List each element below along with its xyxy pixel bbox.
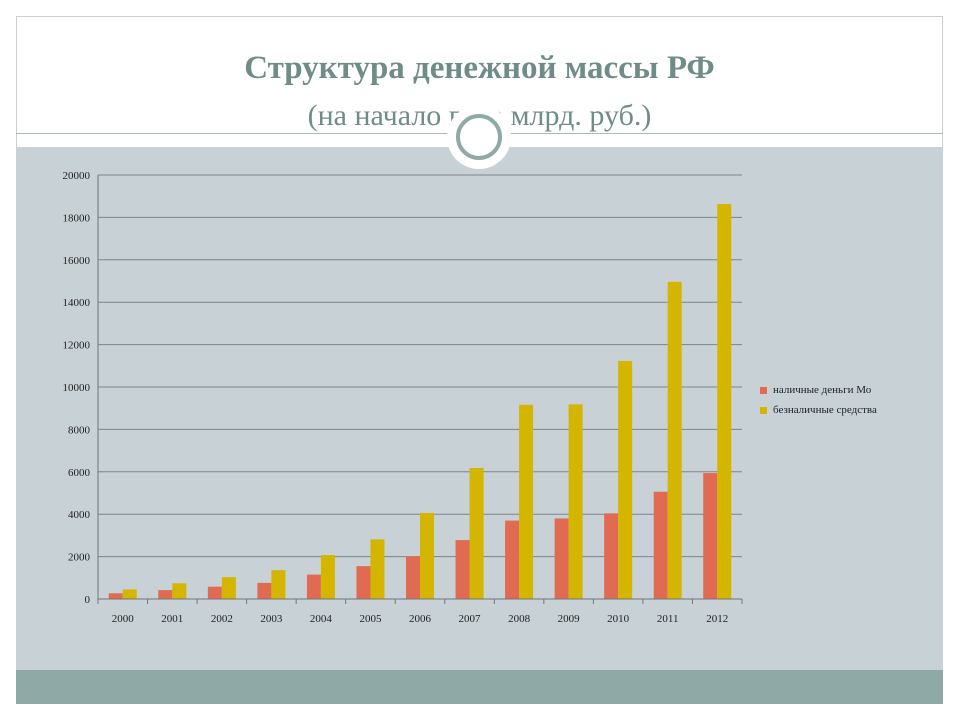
chart-grid	[98, 174, 742, 558]
y-tick-label: 4000	[68, 509, 91, 521]
legend-swatch	[760, 386, 767, 394]
legend-label: безналичные средства	[773, 404, 877, 416]
x-tick-label: 2007	[459, 613, 482, 625]
bar-noncash	[717, 204, 732, 599]
bar-noncash	[320, 555, 335, 599]
y-tick-label: 18000	[63, 212, 91, 224]
bar-noncash	[618, 360, 633, 599]
x-axis-ticks: 2000 2001 2002 2003 2004 2005 2006 2007 2008 2009…	[97, 599, 743, 625]
bar-cash	[306, 574, 321, 599]
bar-noncash	[370, 539, 385, 599]
x-tick-label: 2012	[706, 613, 728, 625]
bar-cash	[406, 556, 420, 599]
bar-noncash	[221, 577, 236, 599]
bar-noncash	[469, 467, 484, 599]
bar-noncash	[519, 404, 534, 599]
x-tick-label: 2004	[310, 613, 333, 625]
bar-cash	[207, 586, 222, 599]
bar-noncash	[172, 583, 187, 599]
bar-cash	[653, 491, 668, 599]
bar-cash	[257, 582, 272, 599]
y-tick-label: 20000	[63, 170, 91, 182]
legend-item: безналичные средства	[760, 400, 940, 420]
x-tick-label: 2010	[607, 613, 630, 625]
chart-legend: наличные деньги Мо безналичные средства	[760, 380, 940, 420]
y-tick-label: 12000	[63, 340, 91, 352]
x-tick-label: 2008	[508, 613, 531, 625]
bar-noncash	[420, 512, 434, 599]
y-axis-ticks: 0 2000 4000 6000 8000 10000 12000 14000 16000 180…	[63, 170, 91, 606]
y-tick-label: 0	[85, 594, 91, 606]
y-tick-label: 6000	[68, 467, 91, 479]
y-tick-label: 10000	[63, 382, 91, 394]
legend-swatch	[760, 406, 767, 414]
bar-cash	[703, 473, 718, 599]
bar-noncash	[568, 404, 583, 599]
x-tick-label: 2003	[260, 613, 283, 625]
x-tick-label: 2000	[112, 613, 135, 625]
footer-band	[16, 670, 943, 704]
bar-cash	[108, 593, 123, 599]
x-tick-label: 2001	[161, 613, 183, 625]
bar-cash	[455, 540, 470, 599]
bar-cash	[356, 566, 371, 599]
y-tick-label: 8000	[68, 424, 91, 436]
bar-noncash	[271, 570, 286, 599]
x-tick-label: 2006	[409, 613, 432, 625]
bar-noncash	[122, 589, 137, 599]
bar-noncash	[667, 281, 682, 599]
bar-cash	[554, 518, 569, 599]
bar-cash	[158, 590, 173, 599]
y-tick-label: 2000	[68, 552, 91, 564]
legend-item: наличные деньги Мо	[760, 380, 940, 400]
bar-cash	[505, 520, 520, 599]
slide-title: Структура денежной массы РФ	[244, 50, 715, 86]
chart-bars	[108, 204, 732, 599]
legend-label: наличные деньги Мо	[773, 384, 872, 396]
x-tick-label: 2005	[359, 613, 382, 625]
y-tick-label: 14000	[63, 297, 91, 309]
bar-cash	[604, 513, 619, 599]
y-tick-label: 16000	[63, 255, 91, 267]
x-tick-label: 2011	[657, 613, 679, 625]
x-tick-label: 2002	[211, 613, 233, 625]
x-tick-label: 2009	[558, 613, 581, 625]
decorative-ring-icon	[447, 105, 511, 169]
